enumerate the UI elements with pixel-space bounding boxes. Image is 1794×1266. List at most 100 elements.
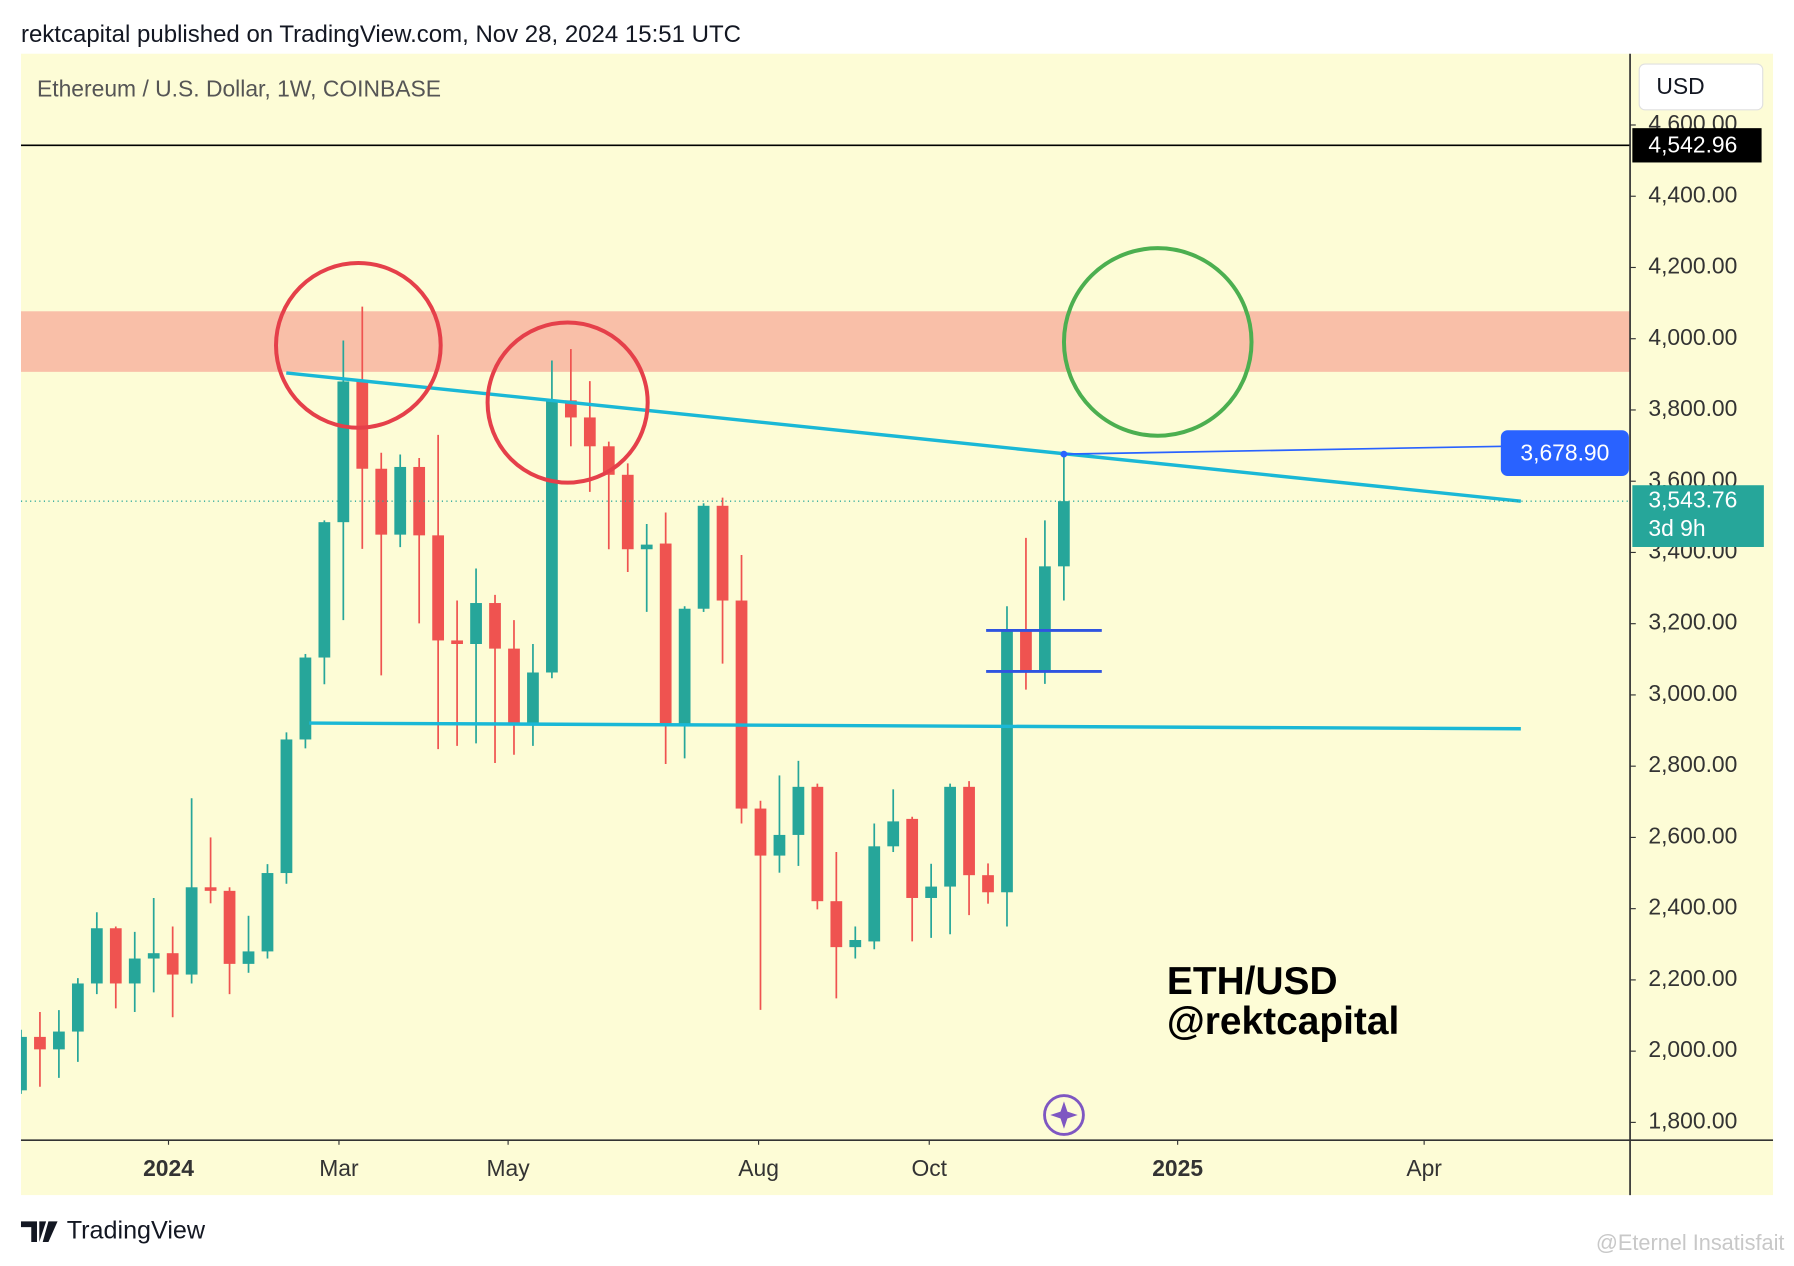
candle-body [394,466,407,535]
x-tick-label: Apr [1406,1155,1442,1181]
candle-body [659,543,672,725]
candle-body [944,786,956,887]
measure-label-box [1500,430,1629,476]
candle-body [754,808,767,856]
candle-body [697,505,710,609]
x-tick-label: Aug [738,1155,779,1181]
candle-body [602,446,615,475]
watermark: @Eternel Insatisfait [1596,1230,1785,1255]
current-price-label: 3,543.76 [1648,486,1737,512]
candle-body [1057,501,1070,567]
trendline [286,371,1522,503]
candle-body [906,818,919,898]
candle-body [223,890,236,964]
candle-body [185,887,198,975]
tradingview-logo [20,1221,58,1242]
candle-body [432,535,445,641]
measure-line [1063,445,1504,455]
candle-body [1001,630,1013,893]
x-tick-label: 2025 [1152,1155,1203,1181]
candle-body [109,928,122,984]
y-tick-label: 4,200.00 [1648,253,1737,279]
candle-body [128,958,141,984]
annotation: @rektcapital [1167,1000,1399,1043]
candle-body [583,417,596,447]
candle-body [716,505,729,601]
high-label: 4,542.96 [1648,132,1737,158]
candle-body [963,786,975,876]
candle-body [337,381,350,523]
plot-background [20,53,1774,1196]
assistant-icon-star [1050,1101,1078,1129]
highlight-circle [485,320,650,485]
candle-body [280,739,293,874]
candle-body [318,522,331,658]
candle-body [621,474,634,550]
currency[interactable]: USD [1656,73,1704,99]
candle-body [925,886,938,898]
candle-body [375,468,388,535]
candle-body [451,640,463,644]
assistant-icon[interactable] [1043,1094,1085,1136]
candle-body [53,1031,65,1050]
candle-body [261,873,274,952]
candle-body [678,608,691,725]
header: rektcapital published on TradingView.com… [21,21,741,48]
candle-body [640,544,653,550]
candle-body [564,400,577,418]
x-tick-label: Mar [319,1155,359,1181]
candle-body [508,648,520,725]
candle-body [299,657,312,740]
candle-body [166,953,179,975]
candle-body [546,400,558,673]
candle-body [773,834,786,856]
current-price-box [1632,485,1764,547]
candle-body [470,603,482,644]
candle-body [735,600,748,809]
y-tick-label: 4,000.00 [1648,324,1737,350]
candle-body [1020,630,1032,673]
candle-body [204,887,217,891]
currency-box[interactable] [1638,63,1764,111]
x-tick-label: 2024 [143,1155,194,1181]
measure-label: 3,678.90 [1520,439,1609,465]
plot [20,246,1631,1094]
candle-body [868,846,881,942]
candle-body [242,951,255,964]
highlight-circle [274,261,443,430]
y-tick-label: 3,200.00 [1648,609,1737,635]
candle-body [849,940,862,948]
footer: TradingView [67,1216,206,1244]
y-tick-label: 3,000.00 [1648,680,1737,706]
countdown-label: 3d 9h [1648,515,1705,541]
candle-body [20,1036,27,1091]
y-tick-label: 2,400.00 [1648,894,1737,920]
candle-body [792,786,805,835]
candle-body [34,1036,46,1050]
candle-body [90,928,103,984]
trendline [309,721,1521,731]
target-circle [1061,246,1254,438]
candle-body [1039,566,1051,673]
legend-title: Ethereum / U.S. Dollar, 1W, COINBASE [37,75,441,101]
measure-point [1060,450,1068,458]
y-tick-label: 4,400.00 [1648,181,1737,207]
candle-body [982,875,994,893]
x-tick-label: Oct [911,1155,947,1181]
plot-layer: 1,800.00 2,000.00 2,200.00 2,400.00 2,600.00… [20,110,1764,1181]
y-tick-label: 3,800.00 [1648,395,1737,421]
candle-body [811,786,824,902]
candle-body [489,603,501,649]
candle-body [527,672,539,725]
candle-body [887,821,900,847]
resistance-zone [20,311,1631,372]
y-tick-label: 1,800.00 [1648,1107,1737,1133]
annotation: ETH/USD [1167,960,1338,1003]
y-tick-label: 2,600.00 [1648,822,1737,848]
high-label-box [1632,128,1762,163]
y-tick-label: 2,800.00 [1648,751,1737,777]
candle-body [830,901,843,948]
candle-body [71,983,84,1032]
